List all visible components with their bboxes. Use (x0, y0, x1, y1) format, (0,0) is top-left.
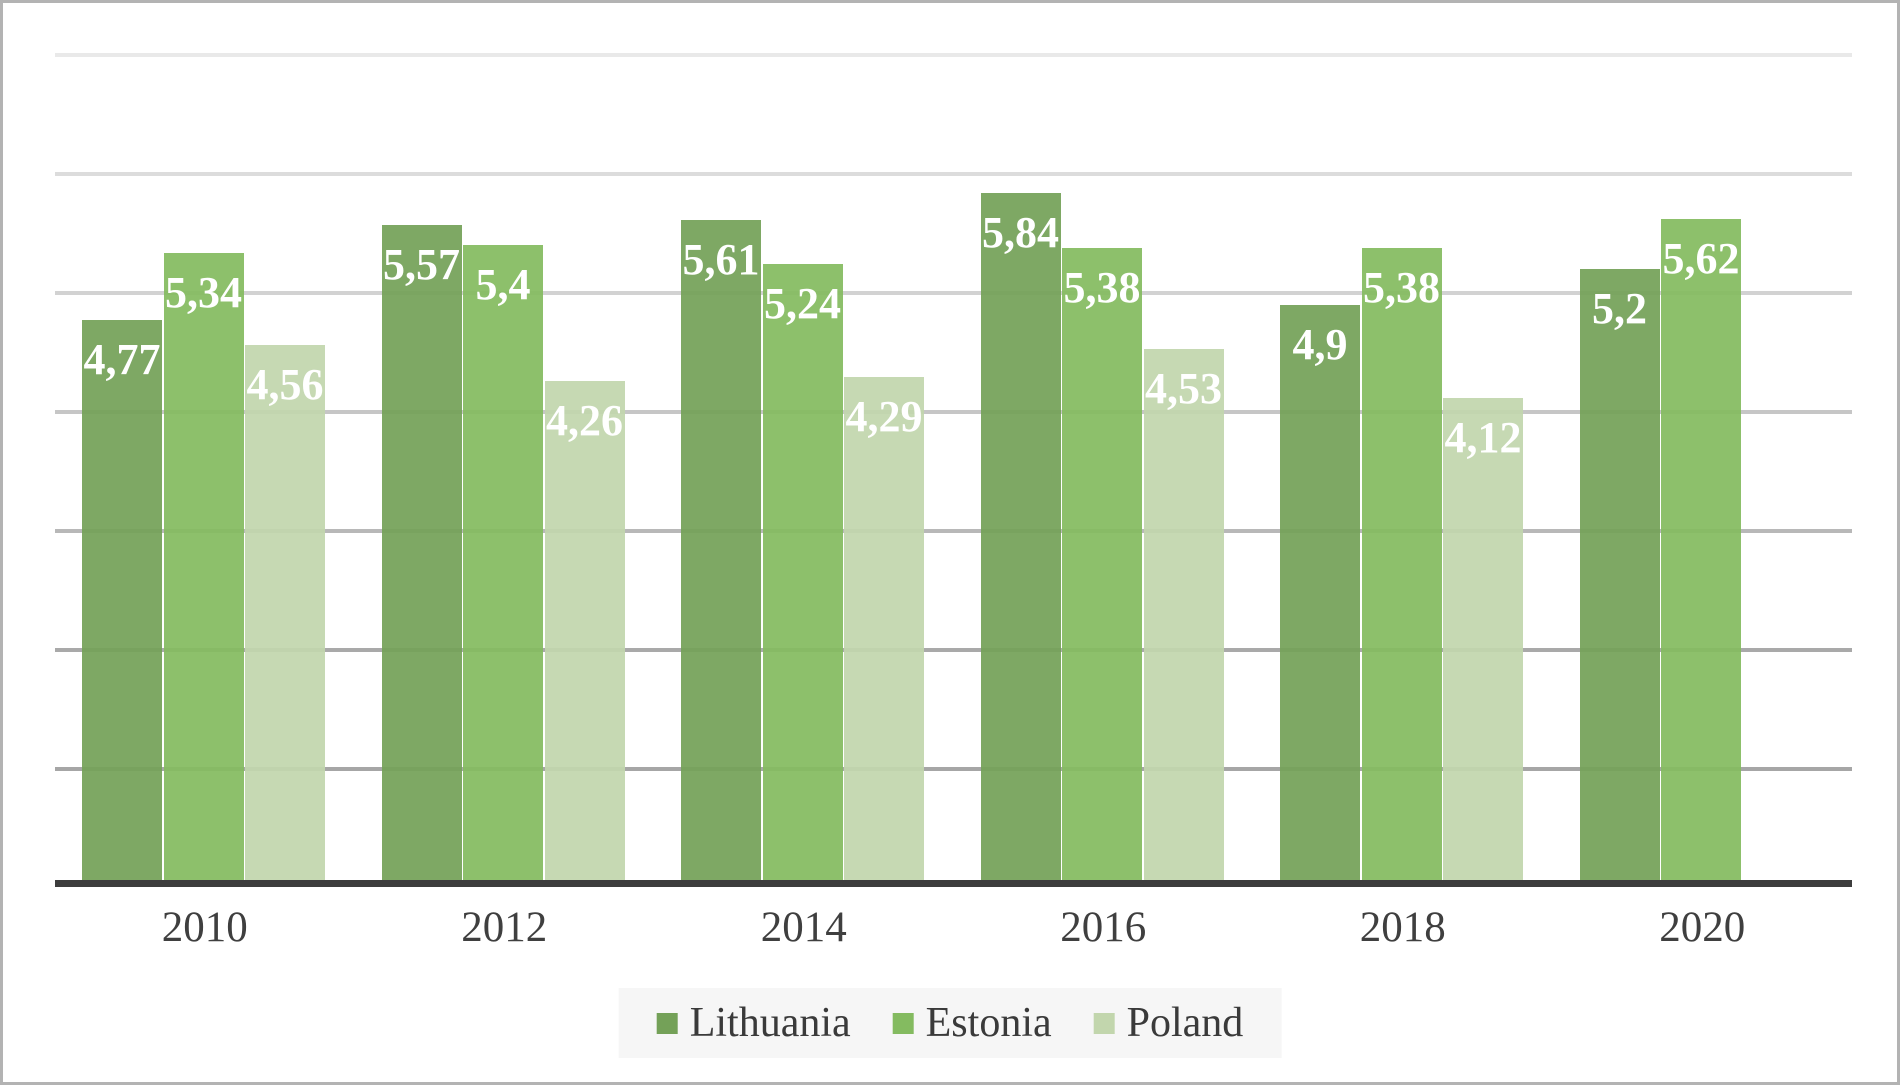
bar-value-label: 5,57 (383, 240, 460, 290)
bar-poland-2014: 4,29 (844, 377, 924, 884)
bar-lithuania-2012: 5,57 (381, 225, 462, 884)
bar-value-label: 5,2 (1592, 284, 1647, 334)
bar-value-label: 5,38 (1363, 262, 1440, 312)
x-axis-label-2010: 2010 (161, 904, 248, 951)
bar-estonia-2020: 5,62 (1661, 219, 1741, 884)
legend-label: Lithuania (689, 1000, 851, 1046)
gridline (55, 767, 1852, 771)
bar-value-label: 4,53 (1145, 363, 1222, 413)
lithuania-swatch-icon (656, 1012, 678, 1034)
bar-value-label: 5,61 (682, 235, 760, 285)
bar-value-label: 4,26 (546, 396, 623, 446)
bar-estonia-2010: 5,34 (163, 252, 244, 884)
bar-value-label: 5,62 (1662, 234, 1740, 284)
bar-value-label: 5,34 (165, 267, 242, 317)
legend: Lithuania Estonia Poland (618, 988, 1282, 1058)
bar-lithuania-2020: 5,2 (1579, 269, 1660, 884)
x-axis-label-2014: 2014 (760, 904, 847, 951)
legend-label: Estonia (925, 1000, 1052, 1046)
bar-value-label: 4,56 (246, 360, 324, 410)
bar-poland-2012: 4,26 (544, 381, 625, 884)
bar-estonia-2016: 5,38 (1062, 247, 1142, 884)
bar-value-label: 4,29 (845, 392, 923, 442)
bar-estonia-2014: 5,24 (762, 264, 843, 884)
estonia-swatch-icon (892, 1012, 914, 1034)
gridline (55, 53, 1852, 57)
bar-value-label: 5,38 (1063, 262, 1141, 312)
bar-estonia-2018: 5,38 (1361, 247, 1442, 884)
legend-item-estonia: Estonia (892, 1000, 1052, 1046)
bar-lithuania-2016: 5,84 (980, 193, 1061, 884)
bar-value-label: 4,77 (83, 335, 161, 385)
x-axis-line (55, 880, 1852, 887)
legend-item-lithuania: Lithuania (656, 1000, 851, 1046)
gridline (55, 529, 1852, 533)
x-axis-label-2012: 2012 (461, 904, 548, 951)
gridline (55, 410, 1852, 414)
x-axis-label-2018: 2018 (1359, 904, 1446, 951)
poland-swatch-icon (1093, 1012, 1115, 1034)
bar-value-label: 4,9 (1292, 319, 1348, 369)
plot-area: 4,77 5,34 4,56 5,57 5,4 4,26 5,61 5,24 4,29 5,84 5… (3, 3, 1897, 1082)
bar-value-label: 5,24 (764, 279, 841, 329)
gridline (55, 291, 1852, 295)
legend-label: Poland (1126, 1000, 1244, 1046)
bar-poland-2010: 4,56 (245, 345, 325, 884)
bar-value-label: 5,84 (982, 208, 1059, 258)
bar-lithuania-2010: 4,77 (82, 320, 162, 884)
gridline (55, 648, 1852, 652)
x-axis-label-2016: 2016 (1060, 904, 1147, 951)
legend-item-poland: Poland (1093, 1000, 1244, 1046)
gridline (55, 172, 1852, 176)
bar-lithuania-2018: 4,9 (1280, 304, 1360, 884)
bar-estonia-2012: 5,4 (463, 245, 543, 884)
x-axis-label-2020: 2020 (1659, 904, 1746, 951)
bar-poland-2016: 4,53 (1143, 348, 1224, 884)
bar-lithuania-2014: 5,61 (681, 220, 761, 884)
bar-value-label: 4,12 (1444, 412, 1522, 462)
bar-value-label: 5,4 (475, 260, 531, 310)
bar-poland-2018: 4,12 (1443, 397, 1523, 884)
